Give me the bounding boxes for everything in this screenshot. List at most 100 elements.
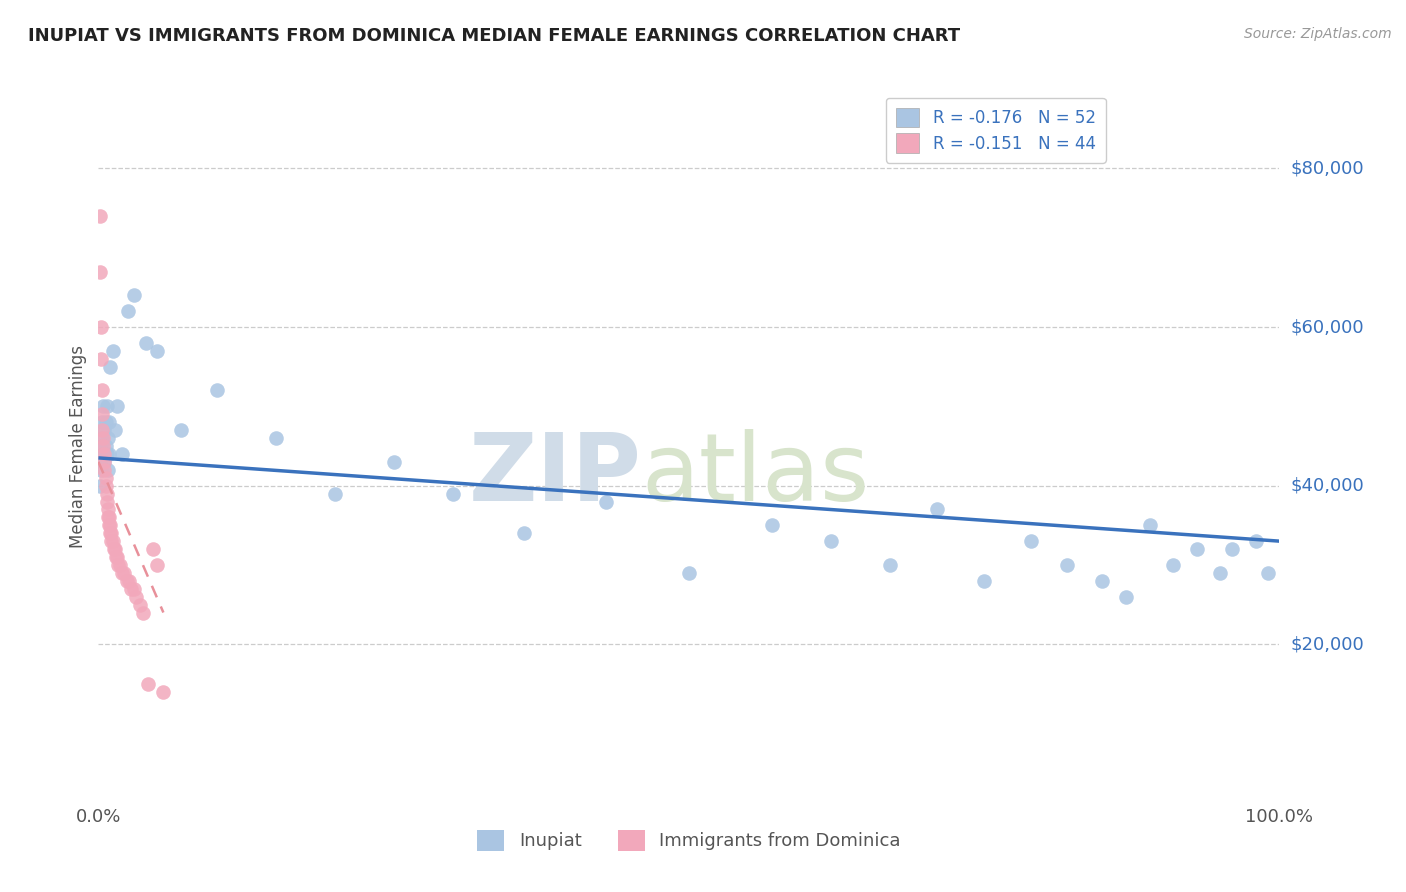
Point <box>121 582 143 596</box>
Point <box>91 423 114 437</box>
Legend: Inupiat, Immigrants from Dominica: Inupiat, Immigrants from Dominica <box>470 822 908 858</box>
Point <box>91 400 114 414</box>
Point <box>91 431 114 445</box>
Point <box>678 566 700 580</box>
Point <box>136 677 159 691</box>
Point <box>264 431 287 445</box>
Point <box>89 209 111 223</box>
Point <box>93 423 115 437</box>
Text: $20,000: $20,000 <box>1291 635 1364 653</box>
Point <box>91 384 114 398</box>
Point <box>105 549 128 564</box>
Point <box>170 423 193 437</box>
Point <box>91 407 114 421</box>
Point <box>89 264 111 278</box>
Point <box>98 359 121 374</box>
Point <box>100 534 122 549</box>
Point <box>1220 542 1243 557</box>
Point <box>94 478 117 492</box>
Point <box>107 558 129 572</box>
Point <box>132 606 155 620</box>
Point <box>1021 534 1043 549</box>
Point <box>122 288 145 302</box>
Point <box>108 558 131 572</box>
Point <box>205 384 228 398</box>
Point <box>97 510 120 524</box>
Point <box>1115 590 1137 604</box>
Point <box>91 431 114 445</box>
Point <box>111 447 134 461</box>
Point <box>135 335 157 350</box>
Point <box>105 400 128 414</box>
Text: INUPIAT VS IMMIGRANTS FROM DOMINICA MEDIAN FEMALE EARNINGS CORRELATION CHART: INUPIAT VS IMMIGRANTS FROM DOMINICA MEDI… <box>28 27 960 45</box>
Point <box>94 439 117 453</box>
Point <box>146 343 169 358</box>
Point <box>382 455 405 469</box>
Point <box>93 447 115 461</box>
Point <box>595 494 617 508</box>
Point <box>91 447 114 461</box>
Point <box>925 502 948 516</box>
Point <box>146 558 169 572</box>
Point <box>1209 566 1232 580</box>
Point <box>93 455 115 469</box>
Point <box>96 400 118 414</box>
Point <box>101 534 124 549</box>
Point <box>142 542 165 557</box>
Y-axis label: Median Female Earnings: Median Female Earnings <box>69 344 87 548</box>
Point <box>105 549 128 564</box>
Point <box>1244 534 1267 549</box>
Point <box>104 542 127 557</box>
Point <box>90 463 112 477</box>
Point <box>115 574 138 588</box>
Point <box>152 685 174 699</box>
Point <box>94 471 117 485</box>
Point <box>323 486 346 500</box>
Point <box>103 542 125 557</box>
Point <box>98 518 121 533</box>
Point <box>98 510 121 524</box>
Point <box>94 415 117 429</box>
Text: $80,000: $80,000 <box>1291 160 1364 178</box>
Point <box>973 574 995 588</box>
Point <box>128 598 150 612</box>
Point <box>1056 558 1078 572</box>
Point <box>98 415 121 429</box>
Text: $60,000: $60,000 <box>1291 318 1364 336</box>
Point <box>91 415 114 429</box>
Point <box>122 582 145 596</box>
Text: ZIP: ZIP <box>468 428 641 521</box>
Point <box>90 439 112 453</box>
Point <box>90 320 112 334</box>
Point <box>112 566 135 580</box>
Point <box>89 455 111 469</box>
Point <box>96 494 118 508</box>
Point <box>90 351 112 366</box>
Point <box>98 526 121 541</box>
Point <box>125 590 148 604</box>
Point <box>820 534 842 549</box>
Point <box>512 526 534 541</box>
Point <box>93 455 115 469</box>
Text: $40,000: $40,000 <box>1291 476 1364 495</box>
Point <box>97 463 120 477</box>
Point <box>1091 574 1114 588</box>
Point <box>96 486 118 500</box>
Point <box>89 478 111 492</box>
Point <box>879 558 901 572</box>
Point <box>761 518 783 533</box>
Point <box>1161 558 1184 572</box>
Point <box>98 447 121 461</box>
Point <box>97 431 120 445</box>
Text: atlas: atlas <box>641 428 870 521</box>
Point <box>100 526 122 541</box>
Text: Source: ZipAtlas.com: Source: ZipAtlas.com <box>1244 27 1392 41</box>
Point <box>93 463 115 477</box>
Point <box>101 343 124 358</box>
Point <box>97 502 120 516</box>
Point <box>117 304 139 318</box>
Point <box>118 574 141 588</box>
Point <box>96 447 118 461</box>
Point <box>441 486 464 500</box>
Point <box>1257 566 1279 580</box>
